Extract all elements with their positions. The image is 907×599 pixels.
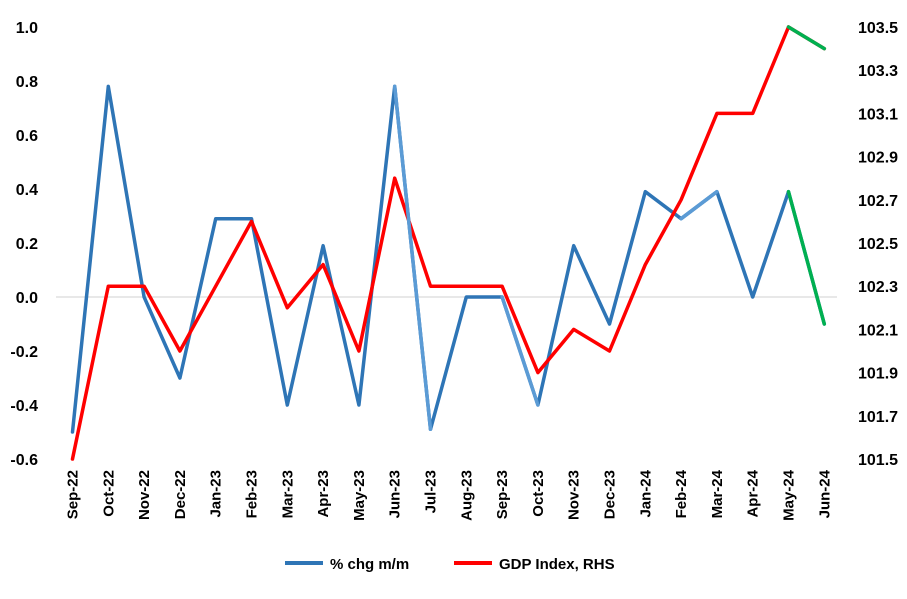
x-tick-label: Sep-23	[494, 470, 511, 519]
x-tick-label: Feb-23	[244, 470, 261, 518]
x-tick-label: Apr-24	[745, 469, 762, 517]
x-tick-label: Apr-23	[315, 470, 332, 518]
x-tick-label: Jun-24	[816, 469, 833, 518]
y-right-tick-label: 103.3	[858, 63, 898, 80]
y-right-tick-label: 101.9	[858, 366, 898, 383]
y-left-tick-label: 0.6	[16, 128, 38, 145]
legend-label-pct-chg: % chg m/m	[330, 556, 409, 573]
y-right-tick-label: 101.5	[858, 452, 898, 469]
series-line-pct-chg	[70, 84, 827, 434]
y-right-tick-label: 101.7	[858, 409, 898, 426]
legend-label-gdp-index: GDP Index, RHS	[499, 556, 615, 573]
x-tick-label: Nov-22	[136, 470, 153, 520]
highlight-segment	[679, 189, 719, 221]
highlight-segment	[500, 295, 540, 407]
x-tick-label: Jun-23	[387, 470, 404, 518]
y-right-tick-label: 102.1	[858, 322, 898, 339]
highlight-segment	[786, 189, 827, 326]
highlight-segment	[786, 25, 827, 51]
y-left-tick-label: 0.0	[16, 290, 38, 307]
x-tick-label: Jan-23	[208, 470, 225, 518]
x-tick-label: May-24	[781, 469, 798, 521]
y-left-tick-label: -0.2	[10, 344, 38, 361]
x-tick-label: Jan-24	[637, 469, 654, 517]
x-tick-label: Dec-23	[602, 470, 619, 519]
x-tick-label: May-23	[351, 470, 368, 521]
x-tick-label: Mar-23	[279, 470, 296, 518]
y-left-tick-label: -0.6	[10, 452, 38, 469]
y-right-tick-label: 102.5	[858, 236, 898, 253]
y-right-tick-label: 103.1	[858, 106, 898, 123]
x-tick-label: Aug-23	[458, 470, 475, 521]
y-right-tick-label: 103.5	[858, 20, 898, 37]
y-right-tick-label: 102.7	[858, 193, 898, 210]
x-tick-label: Nov-23	[566, 470, 583, 520]
y-left-tick-label: 0.2	[16, 236, 38, 253]
y-left-tick-label: 0.8	[16, 74, 38, 91]
x-tick-label: Mar-24	[709, 469, 726, 518]
x-tick-label: Feb-24	[673, 469, 690, 518]
x-tick-label: Dec-22	[172, 470, 189, 519]
x-tick-label: Oct-23	[530, 470, 547, 517]
x-tick-label: Sep-22	[65, 470, 82, 519]
y-right-tick-label: 102.9	[858, 150, 898, 167]
y-left-tick-label: -0.4	[10, 398, 38, 415]
legend: % chg m/m GDP Index, RHS	[285, 556, 615, 573]
y-left-tick-label: 1.0	[16, 20, 38, 37]
y-left-tick-label: 0.4	[16, 182, 38, 199]
series-line-gdp-index	[70, 25, 827, 461]
y-right-tick-label: 102.3	[858, 279, 898, 296]
x-tick-label: Jul-23	[423, 470, 440, 513]
x-tick-label: Oct-22	[100, 470, 117, 517]
highlight-segment	[392, 84, 433, 432]
